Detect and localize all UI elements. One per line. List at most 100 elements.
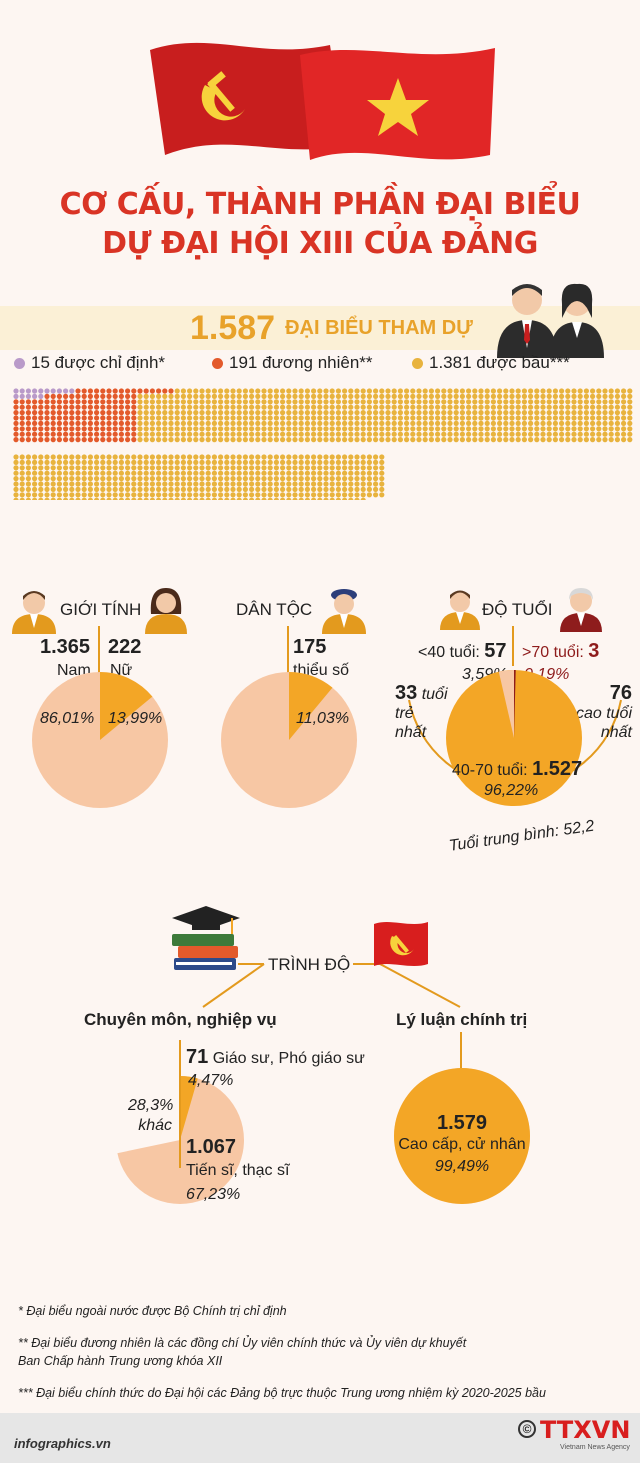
delegate-dot	[13, 431, 19, 437]
delegate-dot	[218, 388, 224, 394]
delegate-dot	[137, 476, 143, 482]
delegate-dot	[540, 399, 546, 405]
delegate-dot	[273, 492, 279, 498]
delegate-dot	[87, 388, 93, 394]
delegate-dot	[174, 481, 180, 487]
delegate-dot	[559, 415, 565, 421]
delegate-dot	[379, 486, 385, 492]
delegate-dot	[261, 497, 267, 500]
delegate-dot	[193, 431, 199, 437]
delegate-dot	[218, 454, 224, 460]
delegate-dot	[230, 486, 236, 492]
delegate-dot	[149, 459, 155, 465]
delegate-dot	[168, 465, 174, 471]
delegate-dot	[342, 393, 348, 399]
delegate-dot	[218, 404, 224, 410]
delegate-dot	[391, 399, 397, 405]
delegate-dot	[168, 388, 174, 394]
delegate-dot	[236, 431, 242, 437]
delegate-dot	[25, 492, 31, 498]
political-pie	[394, 1068, 531, 1204]
delegate-dot	[211, 470, 217, 476]
delegate-dot	[87, 426, 93, 432]
delegate-dot	[131, 388, 137, 394]
delegate-dot	[69, 420, 75, 426]
delegate-dot	[118, 454, 124, 460]
delegate-dot	[224, 415, 230, 421]
delegate-dot	[546, 410, 552, 416]
delegate-dot	[131, 431, 137, 437]
delegate-dot	[168, 454, 174, 460]
male-person-icon	[12, 591, 56, 634]
delegate-dot	[435, 420, 441, 426]
delegate-dot	[397, 393, 403, 399]
delegate-dot	[75, 393, 81, 399]
delegate-dot	[509, 420, 515, 426]
delegate-dot	[416, 393, 422, 399]
delegate-dot	[69, 476, 75, 482]
delegate-dot	[552, 415, 559, 421]
delegate-dot	[50, 388, 56, 394]
delegate-dot	[162, 454, 168, 460]
delegate-dot	[224, 399, 230, 405]
delegate-dot	[125, 399, 131, 405]
delegate-dot	[583, 388, 590, 394]
delegate-dot	[304, 388, 310, 394]
delegate-dot	[81, 470, 87, 476]
delegate-dot	[323, 393, 329, 399]
delegate-dot	[292, 486, 298, 492]
delegate-dot	[13, 399, 19, 405]
delegate-dot	[292, 437, 298, 443]
delegate-dot	[379, 399, 385, 405]
delegate-dot	[174, 410, 180, 416]
delegate-dot	[13, 388, 19, 394]
delegate-dot	[137, 420, 143, 426]
delegate-dot	[267, 399, 273, 405]
delegate-dot	[335, 459, 341, 465]
delegate-dot	[478, 437, 484, 443]
delegate-dot	[614, 399, 621, 405]
delegate-dot	[100, 420, 106, 426]
delegate-dot	[590, 399, 596, 405]
delegate-dot	[100, 410, 106, 416]
delegate-dot	[360, 431, 366, 437]
delegate-dot	[342, 459, 348, 465]
delegate-dot	[69, 497, 75, 500]
delegate-dot	[131, 481, 137, 487]
other-block: 28,3% khác	[128, 1096, 173, 1136]
delegate-dot	[304, 492, 310, 498]
delegate-dot	[373, 465, 379, 471]
delegate-dot	[311, 404, 317, 410]
delegate-dot	[236, 486, 242, 492]
delegate-dot	[249, 476, 255, 482]
delegate-dot	[441, 415, 447, 421]
delegate-dot	[478, 399, 484, 405]
delegate-dot	[125, 465, 131, 471]
delegate-dot	[342, 415, 348, 421]
delegate-dot	[311, 459, 317, 465]
delegate-dot	[298, 393, 304, 399]
delegate-dot	[236, 437, 242, 443]
delegate-dot	[168, 437, 174, 443]
delegate-dot	[50, 437, 56, 443]
delegate-dot	[546, 420, 552, 426]
delegate-dot	[106, 492, 112, 498]
delegate-dot	[590, 404, 596, 410]
delegate-dot	[255, 492, 261, 498]
delegate-dot	[621, 410, 627, 416]
delegate-dot	[329, 459, 335, 465]
delegate-dot	[168, 481, 174, 487]
delegate-dot	[497, 431, 503, 437]
delegate-dot	[218, 415, 224, 421]
delegate-dot	[317, 454, 323, 460]
delegate-dot	[577, 437, 583, 443]
delegate-dot	[273, 454, 279, 460]
delegate-dot	[69, 492, 75, 498]
delegate-dot	[156, 459, 162, 465]
delegate-dot	[224, 470, 230, 476]
delegate-dot	[56, 470, 63, 476]
delegate-dot	[596, 404, 602, 410]
delegate-dot	[497, 437, 503, 443]
delegate-dot	[571, 393, 577, 399]
delegate-dot	[63, 481, 69, 487]
